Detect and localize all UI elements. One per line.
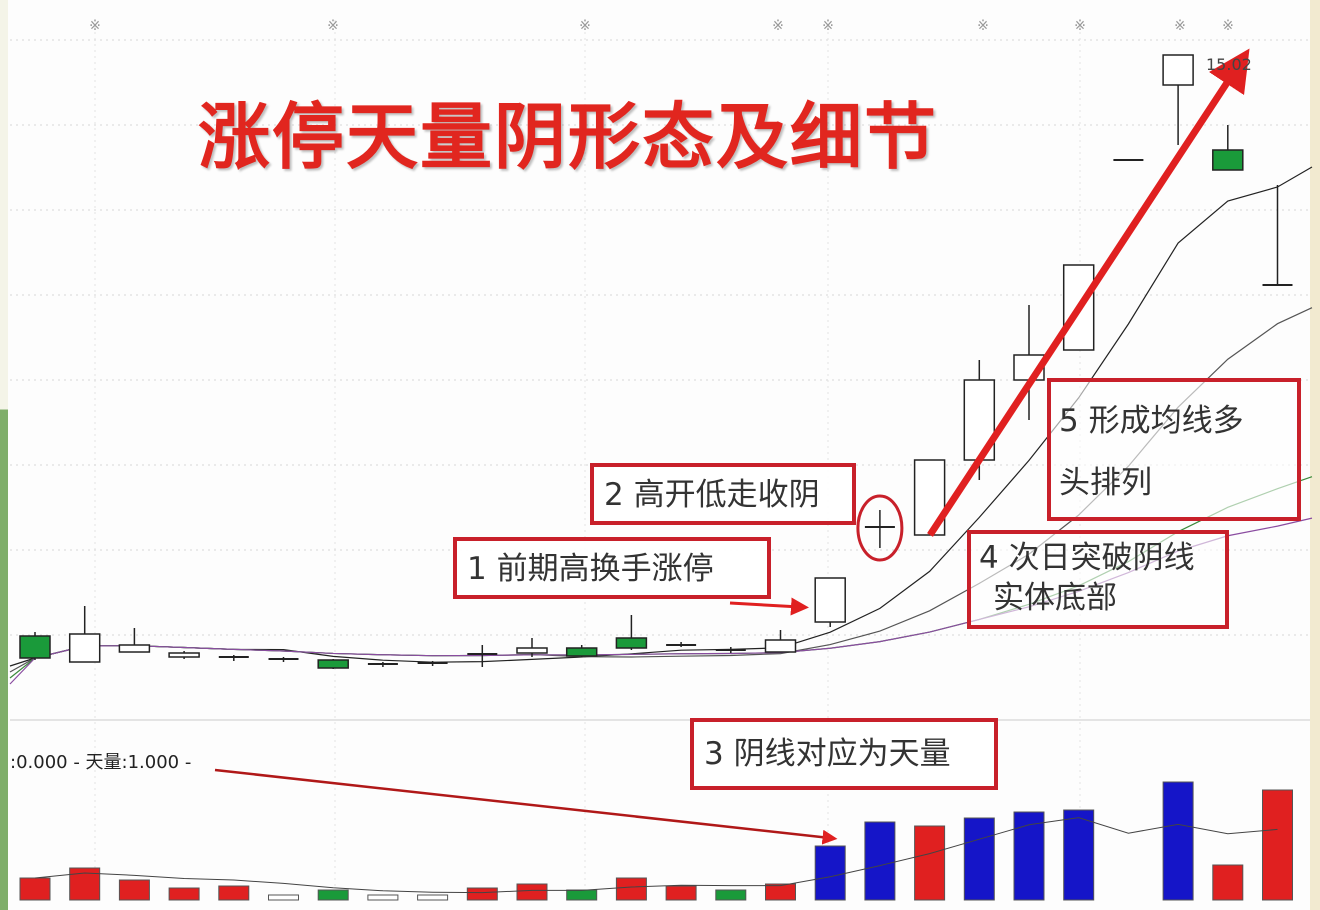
annotation-4-line-2: 实体底部 — [993, 580, 1117, 616]
candle-up — [118, 644, 151, 653]
volume-bar — [367, 894, 399, 901]
volume-bar — [516, 883, 548, 901]
volume-bar — [1262, 789, 1293, 901]
volume-bar — [19, 877, 51, 901]
candle-up — [516, 647, 548, 654]
annotation-3: 3 阴线对应为天量 — [690, 718, 998, 790]
volume-bar — [864, 821, 896, 901]
volume-ma-line — [34, 817, 1278, 894]
top-marker: ※ — [977, 18, 989, 34]
annotation-5-line-1: 5 形成均线多 — [1059, 403, 1244, 439]
volume-bar — [814, 845, 846, 901]
candle-down — [317, 659, 349, 669]
volume-bar — [715, 889, 747, 901]
candle-down — [615, 637, 648, 649]
volume-bar — [1162, 781, 1194, 901]
top-marker: ※ — [327, 18, 339, 34]
annotation-1-text: 1 前期高换手涨停 — [467, 551, 714, 587]
top-marker: ※ — [1074, 18, 1086, 34]
chart-title: 涨停天量阴形态及细节 — [198, 95, 939, 179]
volume-bar — [963, 817, 995, 901]
volume-bar — [1212, 864, 1244, 901]
top-marker: ※ — [1174, 18, 1186, 34]
volume-bar — [466, 887, 498, 901]
candle-up — [764, 639, 797, 653]
arrow-to-limit-up — [729, 597, 809, 616]
candle-up — [68, 633, 101, 663]
candle-up — [814, 577, 846, 623]
volume-bar — [118, 879, 150, 901]
volume-bar — [665, 885, 697, 901]
annotation-5-line-2: 头排列 — [1059, 465, 1152, 501]
annotation-2: 2 高开低走收阴 — [590, 463, 856, 525]
candle-up — [168, 652, 200, 658]
volume-bar — [218, 885, 250, 901]
candle-up — [1162, 54, 1194, 86]
candle-down — [565, 647, 598, 657]
volume-bar — [914, 825, 946, 901]
annotation-5: 5 形成均线多 头排列 — [1047, 378, 1301, 521]
volume-bar — [417, 894, 449, 901]
high-price-label: 15.02 — [1206, 55, 1252, 74]
right-edge — [1310, 0, 1320, 910]
annotation-4: 4 次日突破阴线 实体底部 — [967, 530, 1229, 629]
volume-bar — [1063, 809, 1095, 901]
candle-down — [19, 635, 51, 659]
annotation-1: 1 前期高换手涨停 — [453, 537, 771, 599]
volume-bar — [1013, 811, 1045, 901]
left-edge — [0, 0, 8, 910]
top-marker: ※ — [89, 18, 101, 34]
volume-bar — [268, 894, 299, 901]
volume-bar — [317, 889, 349, 901]
doji-highlight-circle — [856, 494, 904, 562]
annotation-3-text: 3 阴线对应为天量 — [704, 736, 951, 772]
candle-down — [1212, 149, 1244, 171]
volume-bar — [566, 889, 598, 901]
annotation-2-text: 2 高开低走收阴 — [604, 477, 820, 513]
trend-arrow — [927, 48, 1250, 537]
top-marker: ※ — [579, 18, 591, 34]
top-marker: ※ — [772, 18, 784, 34]
annotation-4-line-1: 4 次日突破阴线 — [979, 540, 1195, 576]
volume-bar — [168, 887, 200, 901]
volume-bar — [615, 877, 647, 901]
volume-indicator-label: :0.000 - 天量:1.000 - — [10, 752, 192, 773]
arrow-to-volume — [214, 768, 838, 845]
top-marker: ※ — [1222, 18, 1234, 34]
top-marker: ※ — [822, 18, 834, 34]
volume-bar — [765, 883, 796, 901]
